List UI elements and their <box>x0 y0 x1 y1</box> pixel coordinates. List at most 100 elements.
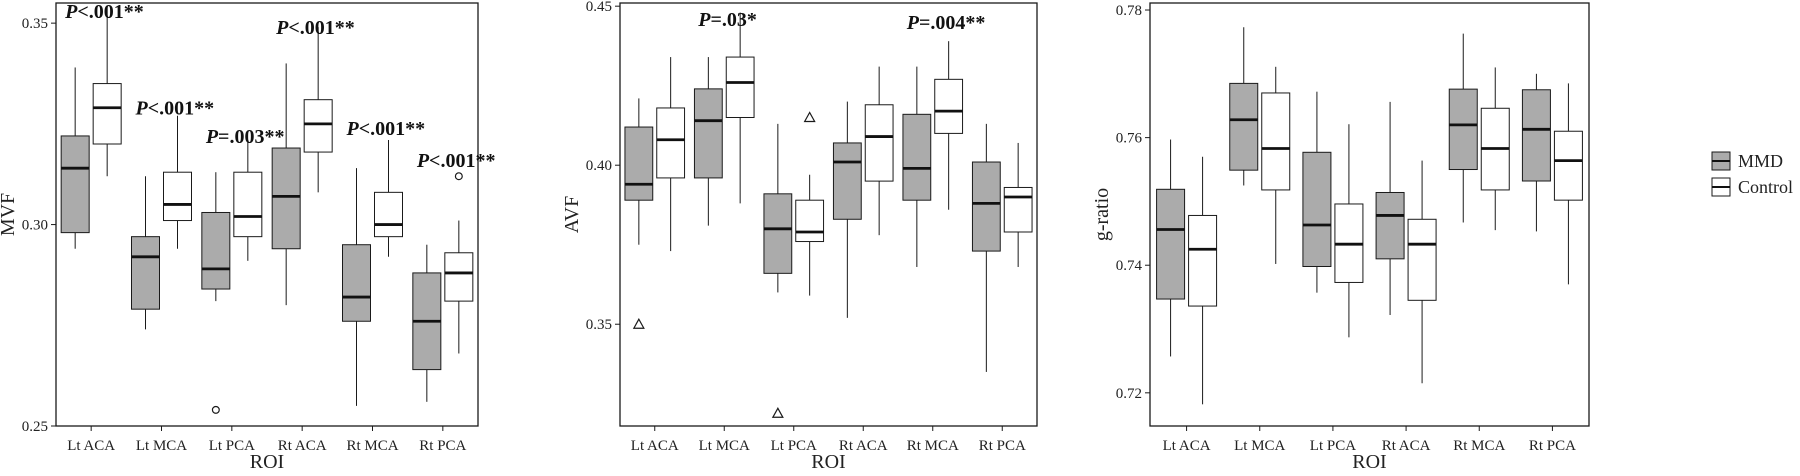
box-control-lt-mca <box>725 12 755 204</box>
box-iqr <box>444 252 474 302</box>
box-iqr <box>131 236 160 310</box>
significance-label-lt-aca: P<.001** <box>64 1 144 23</box>
box-iqr <box>163 171 192 222</box>
p-symbol: P <box>135 98 149 120</box>
outlier-point <box>454 172 463 181</box>
p-value: <.001** <box>429 150 495 172</box>
panel-avf: 0.35 0.40 0.45 AVF ROI Lt ACA Lt MCA Lt PCA Rt A… <box>561 0 1038 473</box>
box-control-lt-pca <box>233 139 263 261</box>
x-tick-label-lt-mca: Lt MCA <box>699 438 750 454</box>
plot-frame <box>55 2 479 427</box>
y-tick-label: 0.78 <box>1116 3 1142 19</box>
x-tick-label-lt-mca: Lt MCA <box>1234 438 1285 454</box>
box-iqr <box>1156 188 1186 300</box>
p-value: <.001** <box>77 1 143 23</box>
box-mmd-rt-pca <box>412 244 442 402</box>
box-mmd-rt-mca <box>342 168 371 406</box>
box-control-lt-mca <box>1261 66 1291 264</box>
plot-frame <box>1149 2 1590 427</box>
box-mmd-lt-aca <box>1156 139 1186 357</box>
y-axis-title: g-ratio <box>1091 188 1113 241</box>
y-tick-label: 0.25 <box>22 419 48 435</box>
box-iqr <box>795 199 825 243</box>
legend-label-control: Control <box>1738 177 1793 197</box>
y-tick-label: 0.30 <box>22 218 48 234</box>
box-control-lt-aca <box>92 7 122 177</box>
x-tick-label-rt-mca: Rt MCA <box>346 438 398 454</box>
box-control-lt-pca <box>795 111 825 296</box>
box-iqr <box>374 191 403 238</box>
p-value: =.003** <box>218 126 284 148</box>
p-symbol: P <box>64 1 78 23</box>
box-iqr <box>725 56 755 118</box>
box-iqr <box>902 113 932 201</box>
box-iqr <box>1448 88 1478 171</box>
box-control-lt-aca <box>656 57 686 252</box>
x-axis-title: ROI <box>811 451 845 471</box>
significance-label-lt-mca: P<.001** <box>135 98 215 120</box>
x-tick-label-lt-pca: Lt PCA <box>209 438 255 454</box>
legend: MMD Control <box>1711 151 1793 197</box>
p-symbol: P <box>275 17 289 39</box>
significance-label-lt-mca: P=.03* <box>697 9 757 31</box>
x-axis-title: ROI <box>250 451 284 471</box>
box-control-rt-mca <box>374 139 403 257</box>
box-mmd-rt-aca <box>832 101 862 318</box>
significance-label-rt-mca: P<.001** <box>346 118 426 140</box>
outlier-point <box>211 405 220 414</box>
box-iqr <box>1407 218 1437 301</box>
box-iqr <box>92 83 122 145</box>
y-tick-label: 0.35 <box>586 317 612 333</box>
x-tick-label-lt-pca: Lt PCA <box>1310 438 1356 454</box>
box-control-rt-mca <box>1480 67 1510 231</box>
y-tick-label: 0.72 <box>1116 386 1142 402</box>
box-mmd-lt-mca <box>1229 27 1259 186</box>
y-tick-label: 0.76 <box>1116 131 1143 147</box>
outlier-point <box>803 111 816 123</box>
box-iqr <box>624 126 654 201</box>
x-tick-label-rt-pca: Rt PCA <box>979 438 1026 454</box>
box-control-rt-aca <box>864 66 894 236</box>
box-mmd-rt-pca <box>971 123 1001 372</box>
box-iqr <box>271 147 301 250</box>
significance-label-rt-aca: P<.001** <box>275 17 355 39</box>
box-control-rt-mca <box>934 41 964 210</box>
x-tick-label-lt-aca: Lt ACA <box>1163 438 1211 454</box>
panel-mvf: 0.25 0.30 0.35 MVF ROI Lt ACA Lt MCA Lt PCA Rt A… <box>0 1 495 473</box>
y-axis-title: AVF <box>561 196 583 233</box>
legend-label-mmd: MMD <box>1738 151 1783 171</box>
y-tick-label: 0.45 <box>586 0 612 15</box>
p-symbol: P <box>205 126 219 148</box>
box-iqr <box>832 142 862 220</box>
box-control-lt-aca <box>1188 156 1218 405</box>
box-iqr <box>971 161 1001 252</box>
box-iqr <box>1188 214 1218 307</box>
box-iqr <box>1302 151 1332 267</box>
box-mmd-lt-pca <box>763 123 793 418</box>
x-tick-label-rt-mca: Rt MCA <box>1453 438 1505 454</box>
box-iqr <box>1375 191 1405 260</box>
x-tick-label-rt-mca: Rt MCA <box>907 438 959 454</box>
box-mmd-lt-aca <box>60 67 90 249</box>
box-iqr <box>693 88 723 179</box>
outlier-point <box>632 317 645 329</box>
box-mmd-rt-mca <box>1448 33 1478 223</box>
box-control-rt-aca <box>303 27 333 193</box>
box-mmd-rt-pca <box>1521 73 1551 232</box>
plot-frame <box>619 2 1038 427</box>
x-tick-label-rt-aca: Rt ACA <box>1382 438 1431 454</box>
box-control-lt-mca <box>163 115 192 249</box>
p-symbol: P <box>346 118 360 140</box>
p-value: <.001** <box>288 17 354 39</box>
outlier-point <box>771 407 784 418</box>
p-symbol: P <box>906 12 920 34</box>
x-tick-label-lt-mca: Lt MCA <box>136 438 187 454</box>
box-control-lt-pca <box>1334 124 1364 338</box>
box-mmd-lt-pca <box>1302 91 1332 293</box>
box-iqr <box>303 99 333 153</box>
p-value: <.001** <box>359 118 425 140</box>
box-iqr <box>763 193 793 274</box>
box-iqr <box>934 78 964 134</box>
p-symbol: P <box>416 150 430 172</box>
